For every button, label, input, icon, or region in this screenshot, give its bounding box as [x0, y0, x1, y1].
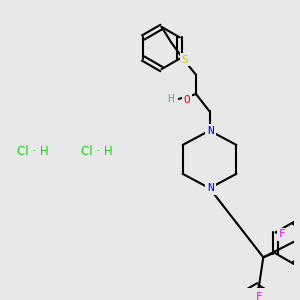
Text: F: F — [256, 292, 263, 300]
Text: N: N — [207, 183, 214, 193]
Text: Cl · H: Cl · H — [17, 145, 49, 158]
Text: O: O — [184, 95, 190, 105]
Text: F: F — [279, 229, 286, 239]
Text: N: N — [207, 126, 214, 136]
Text: S: S — [181, 55, 188, 64]
Text: Cl · H: Cl · H — [81, 145, 113, 158]
Text: H: H — [167, 94, 174, 104]
